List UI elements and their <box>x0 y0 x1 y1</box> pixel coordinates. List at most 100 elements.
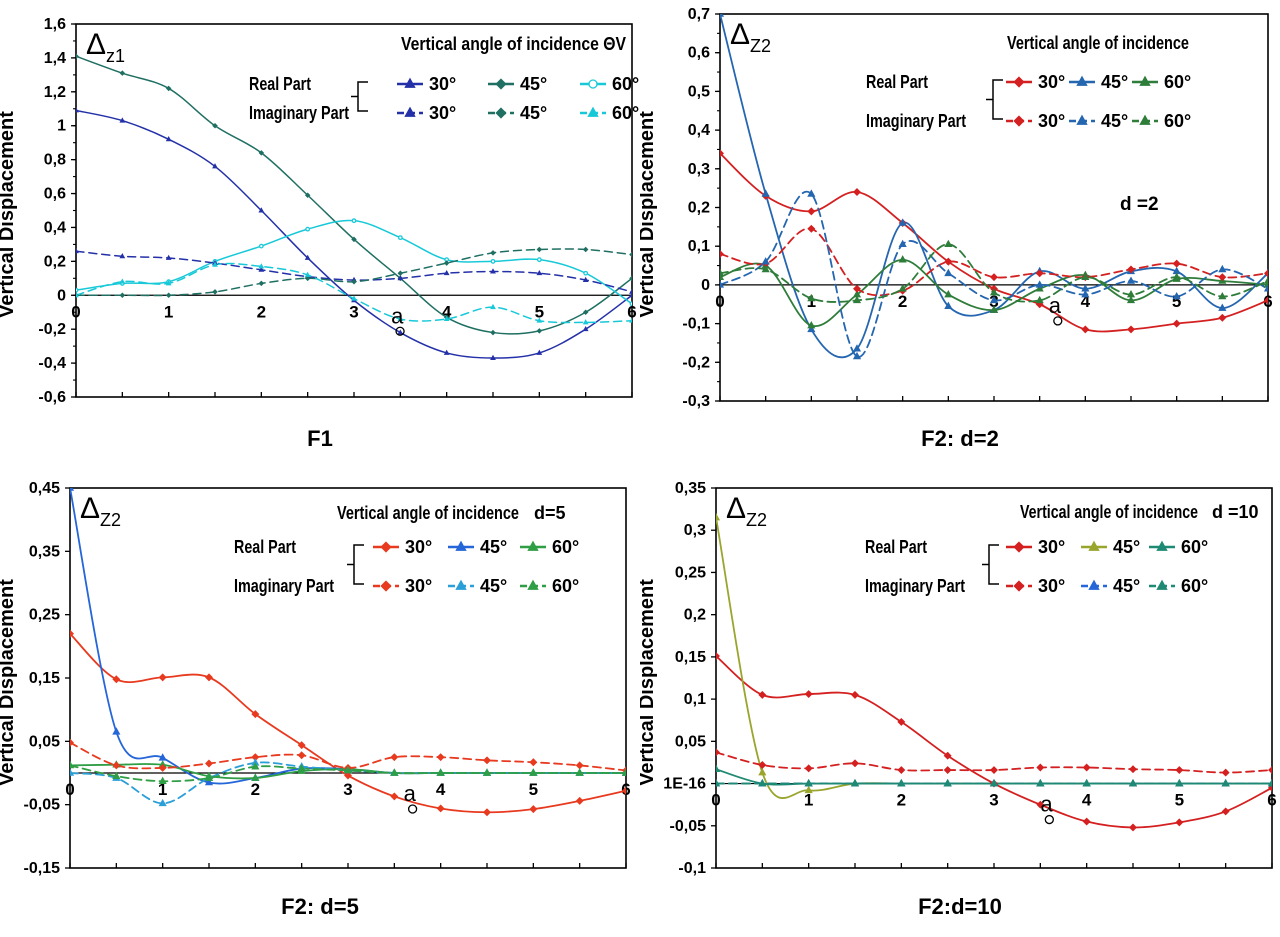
svg-text:30°: 30° <box>1038 576 1065 596</box>
svg-text:45°: 45° <box>480 537 507 557</box>
svg-text:d =10: d =10 <box>1212 502 1259 522</box>
svg-text:1,6: 1,6 <box>44 16 66 33</box>
svg-text:30°: 30° <box>405 537 432 557</box>
svg-text:2: 2 <box>257 302 266 321</box>
svg-text:45°: 45° <box>480 576 507 596</box>
svg-text:1: 1 <box>164 302 173 321</box>
svg-text:45°: 45° <box>1113 576 1140 596</box>
svg-text:0,45: 0,45 <box>29 480 60 497</box>
svg-text:0: 0 <box>715 292 724 311</box>
svg-text:Imaginary Part: Imaginary Part <box>234 576 334 596</box>
svg-text:0,3: 0,3 <box>684 522 706 539</box>
svg-text:30°: 30° <box>1038 72 1065 92</box>
svg-text:30°: 30° <box>1038 537 1065 557</box>
svg-text:4: 4 <box>1082 791 1092 810</box>
svg-text:1E-16: 1E-16 <box>663 776 706 793</box>
svg-text:45°: 45° <box>1101 72 1128 92</box>
svg-text:0: 0 <box>71 302 80 321</box>
svg-text:ΔZ2: ΔZ2 <box>730 18 771 56</box>
svg-text:0,15: 0,15 <box>675 649 706 666</box>
svg-text:Vertical angle of incidence: Vertical angle of incidence <box>1020 502 1198 522</box>
svg-text:Δz1: Δz1 <box>86 28 125 66</box>
svg-text:0,6: 0,6 <box>44 186 66 203</box>
svg-text:Imaginary Part: Imaginary Part <box>866 111 966 131</box>
svg-text:45°: 45° <box>1101 111 1128 131</box>
svg-text:Real Part: Real Part <box>249 74 311 94</box>
svg-text:4: 4 <box>436 780 446 799</box>
svg-text:6: 6 <box>1267 791 1276 810</box>
svg-text:0,25: 0,25 <box>29 607 60 624</box>
svg-text:0: 0 <box>711 791 720 810</box>
svg-text:0,4: 0,4 <box>44 219 66 236</box>
svg-text:30°: 30° <box>405 576 432 596</box>
svg-text:45°: 45° <box>520 103 547 123</box>
svg-text:0,1: 0,1 <box>688 238 710 255</box>
svg-text:0,15: 0,15 <box>29 670 60 687</box>
svg-text:60°: 60° <box>612 74 639 94</box>
svg-text:5: 5 <box>529 780 538 799</box>
svg-text:30°: 30° <box>1038 111 1065 131</box>
svg-text:60°: 60° <box>612 103 639 123</box>
svg-text:0,2: 0,2 <box>684 607 706 624</box>
svg-text:Real Part: Real Part <box>865 537 927 557</box>
svg-text:45°: 45° <box>520 74 547 94</box>
svg-text:Real Part: Real Part <box>866 72 928 92</box>
svg-text:ΔZ2: ΔZ2 <box>80 492 121 530</box>
svg-text:Vertical angle of incidence: Vertical angle of incidence <box>1007 33 1189 53</box>
svg-text:60°: 60° <box>552 537 579 557</box>
svg-text:0,7: 0,7 <box>688 6 710 23</box>
svg-text:d=5: d=5 <box>534 503 566 523</box>
svg-text:0,8: 0,8 <box>44 152 66 169</box>
svg-text:-0,2: -0,2 <box>682 354 710 371</box>
svg-text:a: a <box>404 781 417 806</box>
svg-text:2: 2 <box>897 791 906 810</box>
svg-text:2: 2 <box>251 780 260 799</box>
svg-text:60°: 60° <box>1181 576 1208 596</box>
svg-text:a: a <box>1049 293 1062 318</box>
svg-text:0,05: 0,05 <box>675 733 706 750</box>
svg-text:Imaginary Part: Imaginary Part <box>865 576 965 596</box>
svg-text:-0,15: -0,15 <box>24 860 61 877</box>
svg-text:60°: 60° <box>552 576 579 596</box>
svg-text:30°: 30° <box>429 103 456 123</box>
svg-text:60°: 60° <box>1164 72 1191 92</box>
svg-text:3: 3 <box>989 791 998 810</box>
svg-text:a: a <box>1040 792 1053 817</box>
svg-text:0: 0 <box>57 287 66 304</box>
svg-text:ΔZ2: ΔZ2 <box>726 492 767 530</box>
svg-text:0,35: 0,35 <box>675 480 706 497</box>
svg-text:-0,2: -0,2 <box>38 321 66 338</box>
svg-text:a: a <box>391 303 404 328</box>
svg-text:-0,3: -0,3 <box>682 393 710 410</box>
svg-text:d =2: d =2 <box>1120 194 1159 215</box>
svg-text:1,4: 1,4 <box>44 50 66 67</box>
svg-text:Real Part: Real Part <box>234 537 296 557</box>
svg-text:2: 2 <box>898 292 907 311</box>
svg-text:5: 5 <box>1175 791 1184 810</box>
svg-text:0,6: 0,6 <box>688 45 710 62</box>
svg-text:Vertical angle of incidence ΘV: Vertical angle of incidence ΘV <box>401 34 626 54</box>
svg-text:0: 0 <box>65 780 74 799</box>
svg-text:3: 3 <box>343 780 352 799</box>
svg-text:Imaginary Part: Imaginary Part <box>249 103 349 123</box>
svg-text:0,2: 0,2 <box>688 200 710 217</box>
svg-text:0: 0 <box>701 277 710 294</box>
svg-text:1: 1 <box>57 118 66 135</box>
svg-text:60°: 60° <box>1164 111 1191 131</box>
svg-text:30°: 30° <box>429 74 456 94</box>
svg-text:45°: 45° <box>1113 537 1140 557</box>
svg-text:60°: 60° <box>1181 537 1208 557</box>
svg-text:0,1: 0,1 <box>684 691 706 708</box>
svg-text:0,3: 0,3 <box>688 161 710 178</box>
svg-text:0,2: 0,2 <box>44 253 66 270</box>
svg-text:-0,4: -0,4 <box>38 355 66 372</box>
svg-text:-0,05: -0,05 <box>670 818 707 835</box>
svg-text:1,2: 1,2 <box>44 84 66 101</box>
svg-text:0,35: 0,35 <box>29 543 60 560</box>
svg-text:-0,1: -0,1 <box>678 860 706 877</box>
svg-text:0,25: 0,25 <box>675 564 706 581</box>
svg-text:-0,05: -0,05 <box>24 797 61 814</box>
svg-text:0,4: 0,4 <box>688 122 710 139</box>
svg-text:0,05: 0,05 <box>29 733 60 750</box>
svg-text:-0,1: -0,1 <box>682 316 710 333</box>
